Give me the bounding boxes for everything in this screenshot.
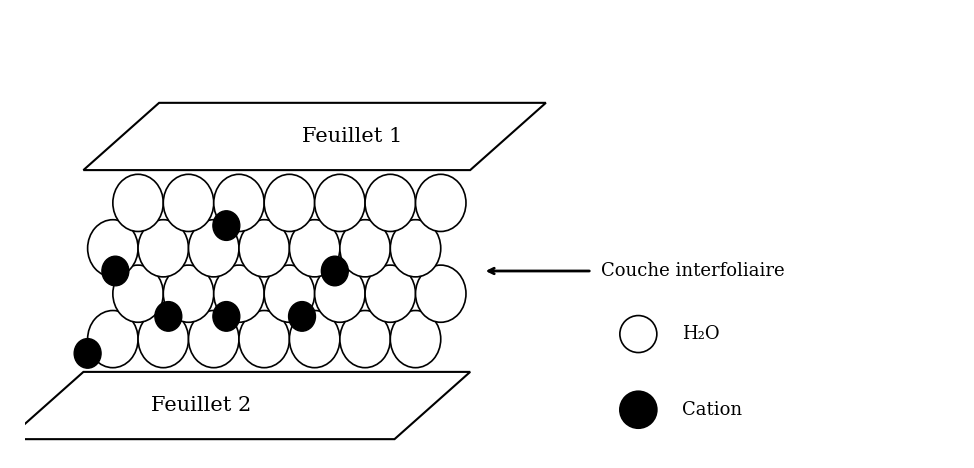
Ellipse shape [239, 219, 289, 277]
Ellipse shape [365, 174, 416, 232]
Ellipse shape [315, 174, 365, 232]
Ellipse shape [189, 310, 239, 368]
Text: Feuillet 1: Feuillet 1 [302, 127, 402, 146]
Ellipse shape [213, 211, 240, 241]
Ellipse shape [113, 265, 164, 322]
Polygon shape [84, 103, 545, 170]
Ellipse shape [416, 174, 466, 232]
Ellipse shape [340, 310, 391, 368]
Ellipse shape [264, 174, 315, 232]
Ellipse shape [164, 174, 213, 232]
Text: Couche interfoliaire: Couche interfoliaire [601, 262, 784, 280]
Ellipse shape [189, 219, 239, 277]
Ellipse shape [88, 219, 138, 277]
Ellipse shape [416, 265, 466, 322]
Ellipse shape [264, 265, 315, 322]
Ellipse shape [340, 219, 391, 277]
Text: H₂O: H₂O [682, 325, 720, 343]
Ellipse shape [288, 301, 316, 331]
Ellipse shape [213, 301, 240, 331]
Ellipse shape [213, 174, 264, 232]
Ellipse shape [213, 265, 264, 322]
Ellipse shape [315, 265, 365, 322]
Ellipse shape [239, 310, 289, 368]
Ellipse shape [155, 301, 182, 331]
Ellipse shape [138, 310, 189, 368]
Ellipse shape [102, 256, 129, 286]
Ellipse shape [113, 174, 164, 232]
Ellipse shape [88, 310, 138, 368]
Ellipse shape [619, 315, 656, 352]
Ellipse shape [138, 219, 189, 277]
Ellipse shape [391, 310, 441, 368]
Ellipse shape [289, 310, 340, 368]
Text: Feuillet 2: Feuillet 2 [151, 396, 251, 415]
Ellipse shape [619, 391, 656, 428]
Ellipse shape [289, 219, 340, 277]
Ellipse shape [321, 256, 349, 286]
Text: Cation: Cation [682, 401, 742, 419]
Ellipse shape [365, 265, 416, 322]
Polygon shape [8, 372, 470, 439]
Ellipse shape [391, 219, 441, 277]
Ellipse shape [164, 265, 213, 322]
Ellipse shape [74, 338, 101, 368]
